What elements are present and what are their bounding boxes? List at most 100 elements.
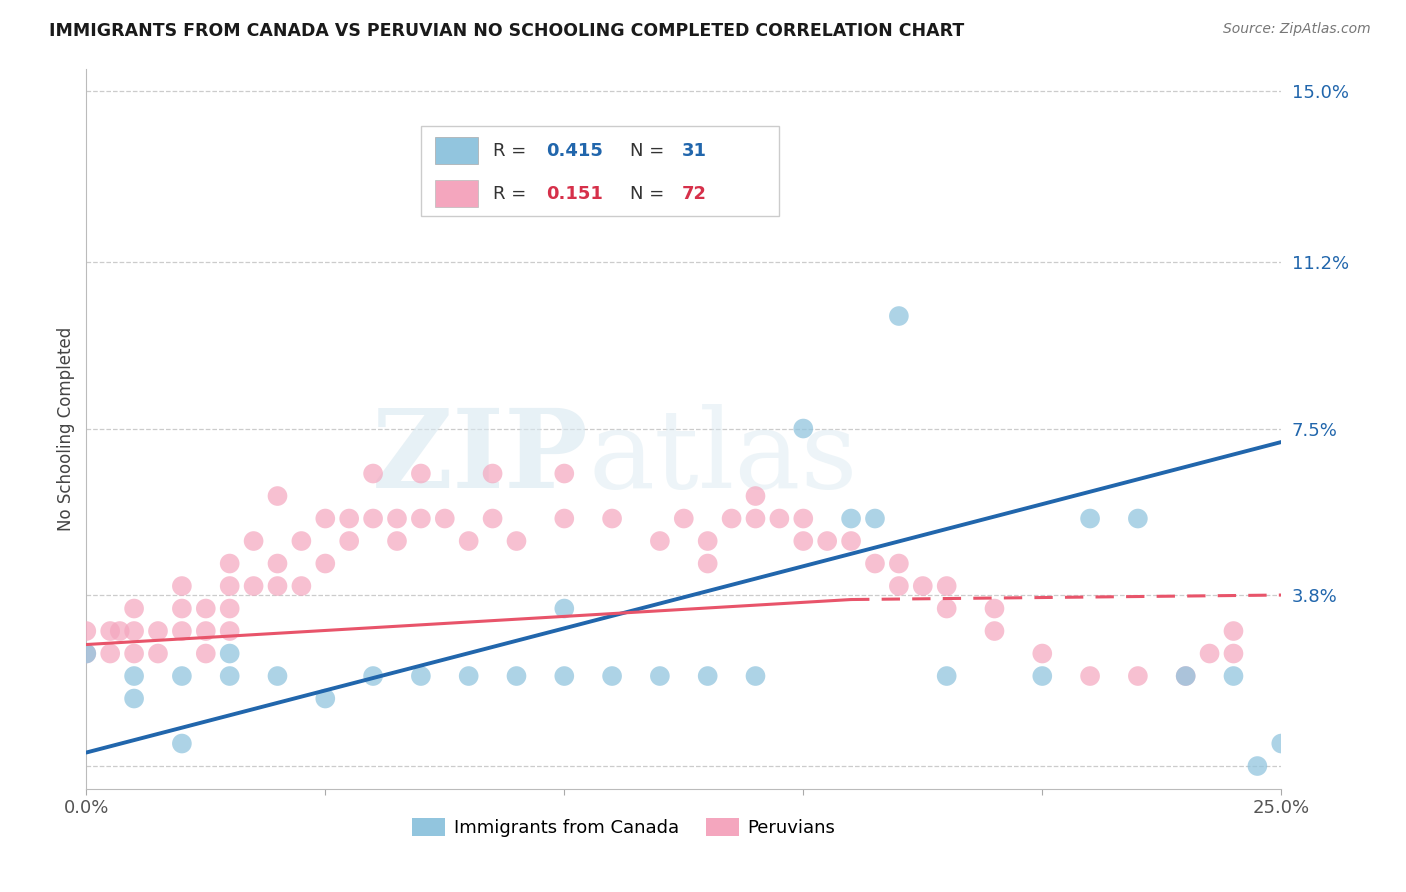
Point [672,511,695,525]
Point [314,691,336,706]
Point [792,534,814,549]
Point [122,691,145,706]
Point [108,624,131,638]
Point [146,647,169,661]
Point [266,579,288,593]
Point [122,624,145,638]
Point [1198,647,1220,661]
Point [1174,669,1197,683]
Legend: Immigrants from Canada, Peruvians: Immigrants from Canada, Peruvians [405,811,842,845]
Point [75,624,97,638]
Y-axis label: No Schooling Completed: No Schooling Completed [58,326,75,531]
Point [863,557,886,571]
Point [290,579,312,593]
Text: 0.151: 0.151 [547,185,603,202]
Point [696,534,718,549]
Point [170,601,193,615]
Point [170,579,193,593]
Point [553,467,575,481]
Point [337,534,360,549]
Text: 0.415: 0.415 [547,142,603,160]
Point [696,669,718,683]
Text: R =: R = [492,185,531,202]
Point [457,669,479,683]
Point [505,534,527,549]
Point [1126,669,1149,683]
Point [792,511,814,525]
Point [1031,669,1053,683]
Point [266,489,288,503]
Point [553,669,575,683]
Point [744,511,766,525]
Point [314,511,336,525]
Point [170,624,193,638]
Point [242,534,264,549]
Point [935,669,957,683]
Point [361,669,384,683]
Point [385,534,408,549]
Point [600,669,623,683]
Point [768,511,790,525]
Point [1031,647,1053,661]
Point [385,511,408,525]
Point [170,669,193,683]
Point [194,647,217,661]
Point [1078,511,1101,525]
Point [983,601,1005,615]
Point [481,467,503,481]
Point [553,601,575,615]
Point [218,669,240,683]
Point [648,669,671,683]
Point [720,511,742,525]
Point [122,647,145,661]
Point [122,669,145,683]
Point [409,669,432,683]
FancyBboxPatch shape [420,126,779,216]
Point [1126,511,1149,525]
Point [218,601,240,615]
Point [648,534,671,549]
Point [98,647,121,661]
Point [1246,759,1268,773]
Point [146,624,169,638]
Point [887,557,910,571]
Text: Source: ZipAtlas.com: Source: ZipAtlas.com [1223,22,1371,37]
Text: ZIP: ZIP [371,404,588,511]
Text: N =: N = [630,185,671,202]
Point [361,511,384,525]
Point [815,534,838,549]
Point [744,489,766,503]
Point [935,601,957,615]
Point [314,557,336,571]
Point [433,511,456,525]
Point [1174,669,1197,683]
Point [481,511,503,525]
Point [122,601,145,615]
Point [242,579,264,593]
Point [1270,737,1292,751]
Point [744,669,766,683]
Text: R =: R = [492,142,531,160]
Text: 72: 72 [682,185,706,202]
Point [505,669,527,683]
FancyBboxPatch shape [436,136,478,164]
Point [696,557,718,571]
Text: atlas: atlas [588,404,858,511]
Point [1222,669,1244,683]
Text: IMMIGRANTS FROM CANADA VS PERUVIAN NO SCHOOLING COMPLETED CORRELATION CHART: IMMIGRANTS FROM CANADA VS PERUVIAN NO SC… [49,22,965,40]
Point [194,601,217,615]
Point [1222,647,1244,661]
Point [887,309,910,323]
Point [170,737,193,751]
Point [1078,669,1101,683]
Point [553,511,575,525]
Point [266,557,288,571]
Point [266,669,288,683]
Text: 31: 31 [682,142,706,160]
Point [1222,624,1244,638]
Point [194,624,217,638]
Point [887,579,910,593]
Point [935,579,957,593]
Point [409,467,432,481]
Point [792,421,814,435]
